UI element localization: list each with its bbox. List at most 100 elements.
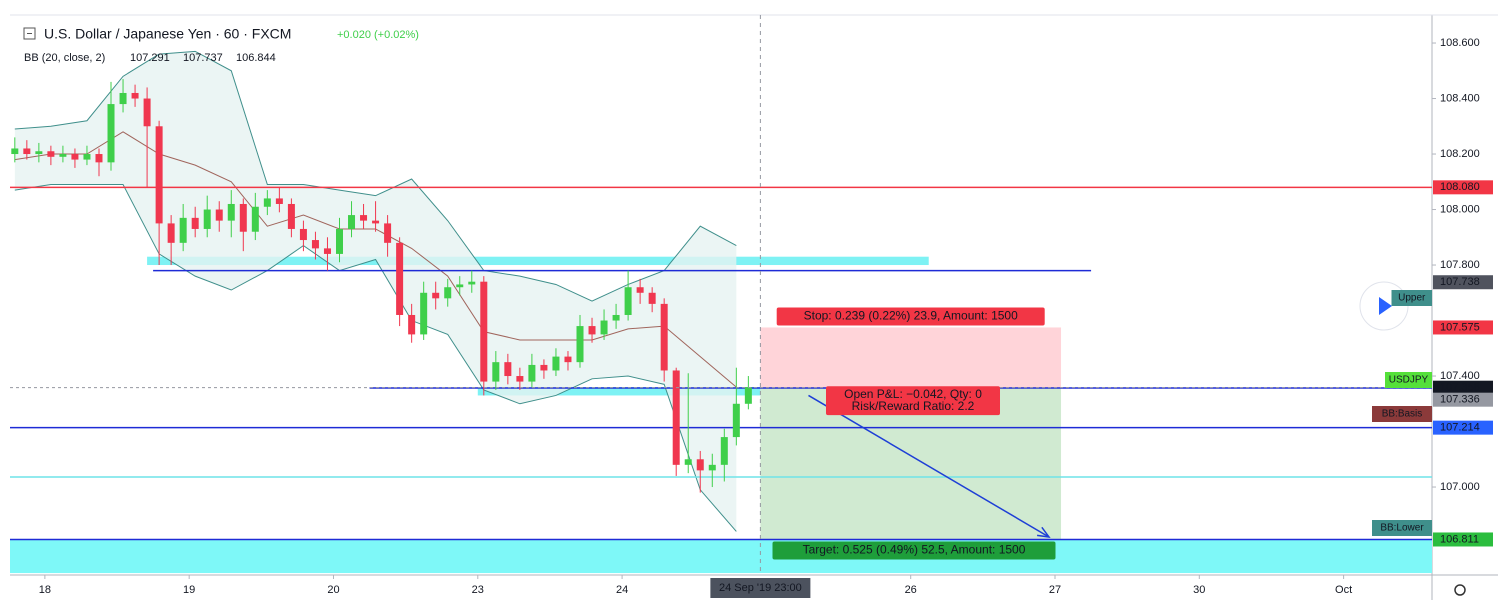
x-tick-label: 30 [1193, 584, 1205, 596]
candle-body [131, 92, 139, 99]
x-tick-label: 18 [39, 584, 51, 596]
arrow-head [1037, 526, 1051, 538]
series-tag: BB:Lower [1380, 523, 1424, 534]
y-tick-label: 108.000 [1440, 203, 1480, 215]
candle-body [564, 356, 572, 363]
ratio-label: Risk/Reward Ratio: 2.2 [852, 399, 975, 413]
price-label: 107.336 [1440, 394, 1480, 406]
plot: 108.600 108.400 108.200 108.000 107.800 107.4… [10, 15, 1480, 598]
series-tag-bg [1391, 290, 1432, 306]
candle-body [239, 203, 247, 232]
candle-body [732, 403, 740, 438]
candle-body [720, 437, 728, 465]
play-icon [1379, 297, 1392, 315]
candle-body [335, 228, 343, 254]
collapse-icon[interactable] [23, 27, 36, 40]
candle-body [432, 292, 440, 299]
candle-body [624, 287, 632, 315]
indicator-value: 106.844 [236, 52, 276, 64]
pnl-label: Open P&L: −0.042, Qty: 0 [844, 387, 982, 401]
candle-body [348, 215, 356, 229]
candle-body [143, 98, 151, 127]
x-tick-label: Oct [1335, 584, 1352, 596]
price-label-bg [1433, 380, 1493, 395]
candle-body [552, 356, 560, 371]
candle-body [275, 198, 283, 204]
x-tick-label: 26 [905, 584, 917, 596]
candle-body [167, 223, 175, 243]
price-label: 107.738 [1440, 276, 1480, 288]
candle-body [119, 92, 127, 105]
y-tick-label: 107.000 [1440, 481, 1480, 493]
series-tag-bg [1372, 520, 1432, 536]
candle-body [660, 303, 668, 371]
candle-body [528, 364, 536, 382]
candle-body [540, 364, 548, 371]
candle-body [203, 209, 211, 229]
candle-body [323, 248, 331, 254]
candle-body [155, 126, 163, 224]
settings-icon[interactable] [1454, 584, 1466, 596]
indicator-value: 107.737 [183, 52, 223, 64]
candle-body [299, 228, 307, 241]
candle-body [372, 220, 380, 224]
candle-body [696, 459, 704, 471]
y-tick-label: 107.800 [1440, 259, 1480, 271]
target-label-bg [772, 541, 1056, 560]
series-tag: USDJPY [1389, 375, 1429, 386]
candle-body [191, 217, 199, 229]
candle-body [684, 459, 692, 465]
x-tick-label: 23 [472, 584, 484, 596]
series-tag: Upper [1398, 293, 1426, 304]
price-label-bg [1433, 180, 1493, 195]
candle-body [311, 240, 319, 249]
price-label-bg [1433, 420, 1493, 435]
candle-body [227, 203, 235, 221]
y-tick-label: 108.400 [1440, 92, 1480, 104]
candle-body [492, 362, 500, 382]
candle-body [744, 387, 752, 404]
bb-fill [14, 51, 737, 532]
overlay: U.S. Dollar / Japanese Yen · 60 · FXCM +… [23, 26, 1493, 596]
candle-body [672, 370, 680, 465]
series-tag: BB:Basis [1382, 409, 1423, 420]
x-tick-label: 19 [183, 584, 195, 596]
candle-body [516, 376, 524, 382]
candle-body [408, 314, 416, 335]
price-label: 107.214 [1440, 422, 1480, 434]
candle-body [360, 215, 368, 221]
arrow-line [808, 394, 1050, 538]
price-change: +0.020 (+0.02%) [337, 29, 419, 41]
candle-body [95, 154, 103, 163]
x-tick-label: 27 [1049, 584, 1061, 596]
indicator-name: BB (20, close, 2) [24, 52, 105, 64]
candle-body [107, 104, 115, 163]
indicator-value: 107.291 [130, 52, 170, 64]
candle-body [480, 281, 488, 382]
candle-body [612, 314, 620, 321]
zone [477, 387, 761, 396]
candle-body [600, 320, 608, 335]
candle-body [35, 151, 43, 155]
candle-body [456, 284, 464, 288]
price-label-bg [1433, 392, 1493, 407]
price-label-bg [1433, 320, 1493, 335]
crosshair-label: 24 Sep '19 23:00 [719, 582, 802, 594]
series-tag-bg [1372, 406, 1432, 422]
candle-body [287, 203, 295, 229]
candle-body [71, 154, 79, 160]
zone [10, 539, 1432, 574]
candle-body [83, 154, 91, 160]
candle-body [263, 198, 271, 207]
price-label: 107.575 [1440, 321, 1480, 333]
y-tick-label: 107.400 [1440, 370, 1480, 382]
price-label: 107.358 [1440, 382, 1480, 394]
x-tick-label: 20 [327, 584, 339, 596]
candle-body [396, 242, 404, 315]
candle-body [11, 148, 19, 155]
candle-body [384, 223, 392, 243]
series-tag-bg [1385, 372, 1432, 388]
candle-body [576, 326, 584, 363]
